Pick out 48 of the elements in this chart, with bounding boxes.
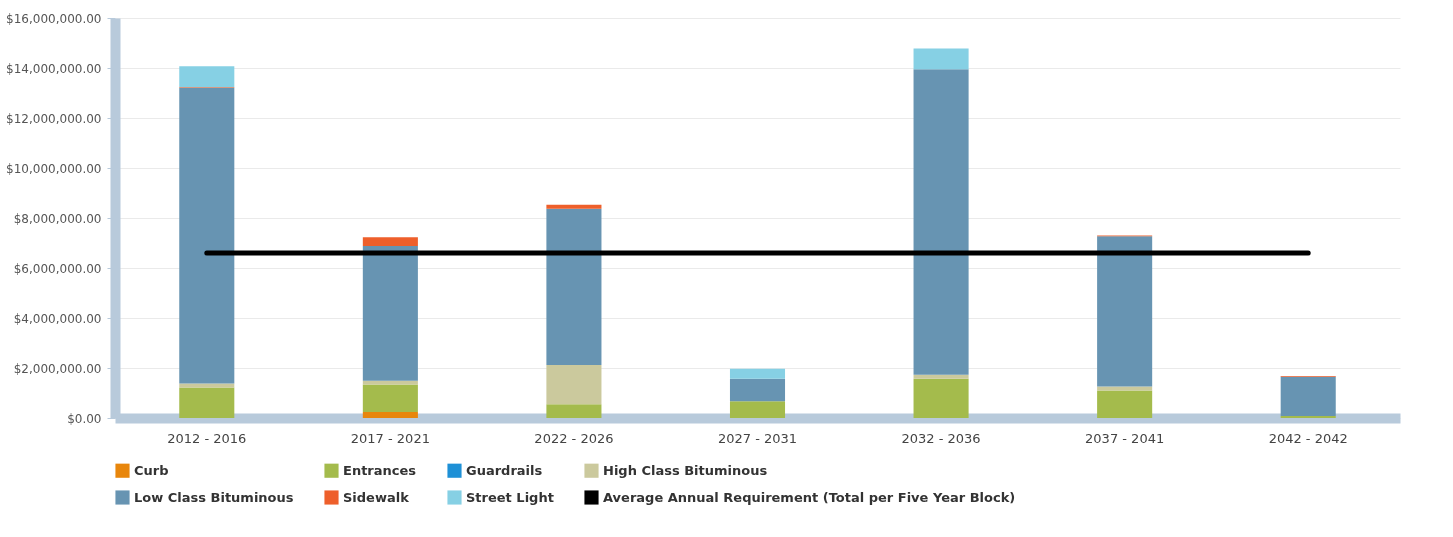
bar xyxy=(729,378,786,402)
bar xyxy=(546,208,602,365)
bar xyxy=(362,380,418,385)
bar xyxy=(362,384,418,412)
bar xyxy=(729,368,786,379)
legend-label: High Class Bituminous xyxy=(603,462,768,478)
legend-label: Guardrails xyxy=(466,462,543,478)
y-tick-label: $8,000,000.00 xyxy=(13,211,102,226)
y-tick-label: $4,000,000.00 xyxy=(13,311,102,326)
bar xyxy=(179,383,235,388)
bar xyxy=(362,412,418,418)
bar xyxy=(913,48,969,70)
y-tick-label: $10,000,000.00 xyxy=(6,161,102,176)
y-tick-label: $16,000,000.00 xyxy=(6,11,102,26)
legend-label: Entrances xyxy=(343,462,417,478)
legend-label: Street Light xyxy=(466,489,554,505)
bar xyxy=(913,374,969,379)
legend-label: Curb xyxy=(134,462,169,478)
y-tick-label: $12,000,000.00 xyxy=(6,111,102,126)
bar xyxy=(1097,386,1153,391)
x-tick-label: 2012 - 2016 xyxy=(167,430,247,446)
bar xyxy=(362,246,418,381)
bar xyxy=(179,88,235,384)
legend-label: Sidewalk xyxy=(343,489,410,505)
bar xyxy=(729,401,786,418)
x-tick-label: 2032 - 2036 xyxy=(901,430,981,446)
bar xyxy=(546,204,602,209)
x-tick-label: 2022 - 2026 xyxy=(534,430,614,446)
bar xyxy=(546,365,602,405)
bar xyxy=(179,66,235,88)
bar xyxy=(913,378,969,418)
legend-label: Low Class Bituminous xyxy=(134,489,294,505)
x-tick-label: 2027 - 2031 xyxy=(717,430,798,446)
y-tick-label: $0.00 xyxy=(67,411,102,426)
x-tick-label: 2037 - 2041 xyxy=(1085,430,1165,446)
y-tick-label: $6,000,000.00 xyxy=(13,261,102,276)
x-tick-label: 2017 - 2021 xyxy=(350,430,430,446)
legend-label: Average Annual Requirement (Total per Five Year Block) xyxy=(603,489,1016,505)
y-tick-label: $14,000,000.00 xyxy=(6,61,102,76)
bar xyxy=(1280,376,1336,416)
bar xyxy=(1097,390,1153,418)
bar xyxy=(1097,236,1153,387)
bar xyxy=(546,404,602,418)
x-tick-label: 2042 - 2042 xyxy=(1268,430,1348,446)
y-tick-label: $2,000,000.00 xyxy=(13,361,102,376)
bar xyxy=(913,69,969,375)
bar xyxy=(179,387,235,418)
bar xyxy=(362,237,418,246)
